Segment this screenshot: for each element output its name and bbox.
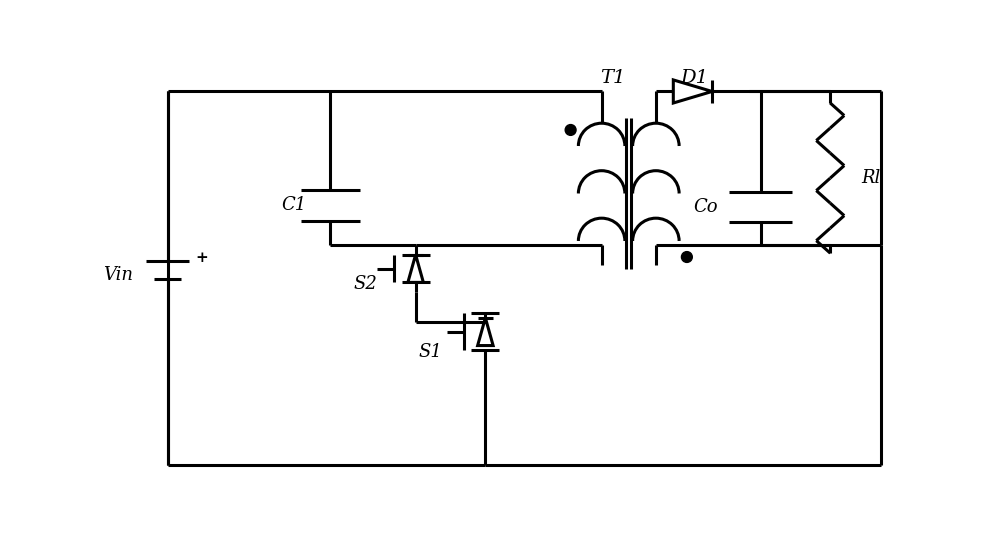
Circle shape — [565, 125, 576, 135]
Text: Co: Co — [693, 198, 718, 216]
Text: S2: S2 — [353, 275, 377, 293]
Text: T1: T1 — [601, 69, 626, 86]
Text: D1: D1 — [681, 69, 709, 86]
Circle shape — [681, 252, 692, 262]
Text: Rl: Rl — [861, 170, 881, 188]
Text: Vin: Vin — [103, 265, 133, 284]
Text: S1: S1 — [419, 343, 443, 361]
Text: C1: C1 — [281, 196, 307, 214]
Text: +: + — [196, 251, 208, 265]
